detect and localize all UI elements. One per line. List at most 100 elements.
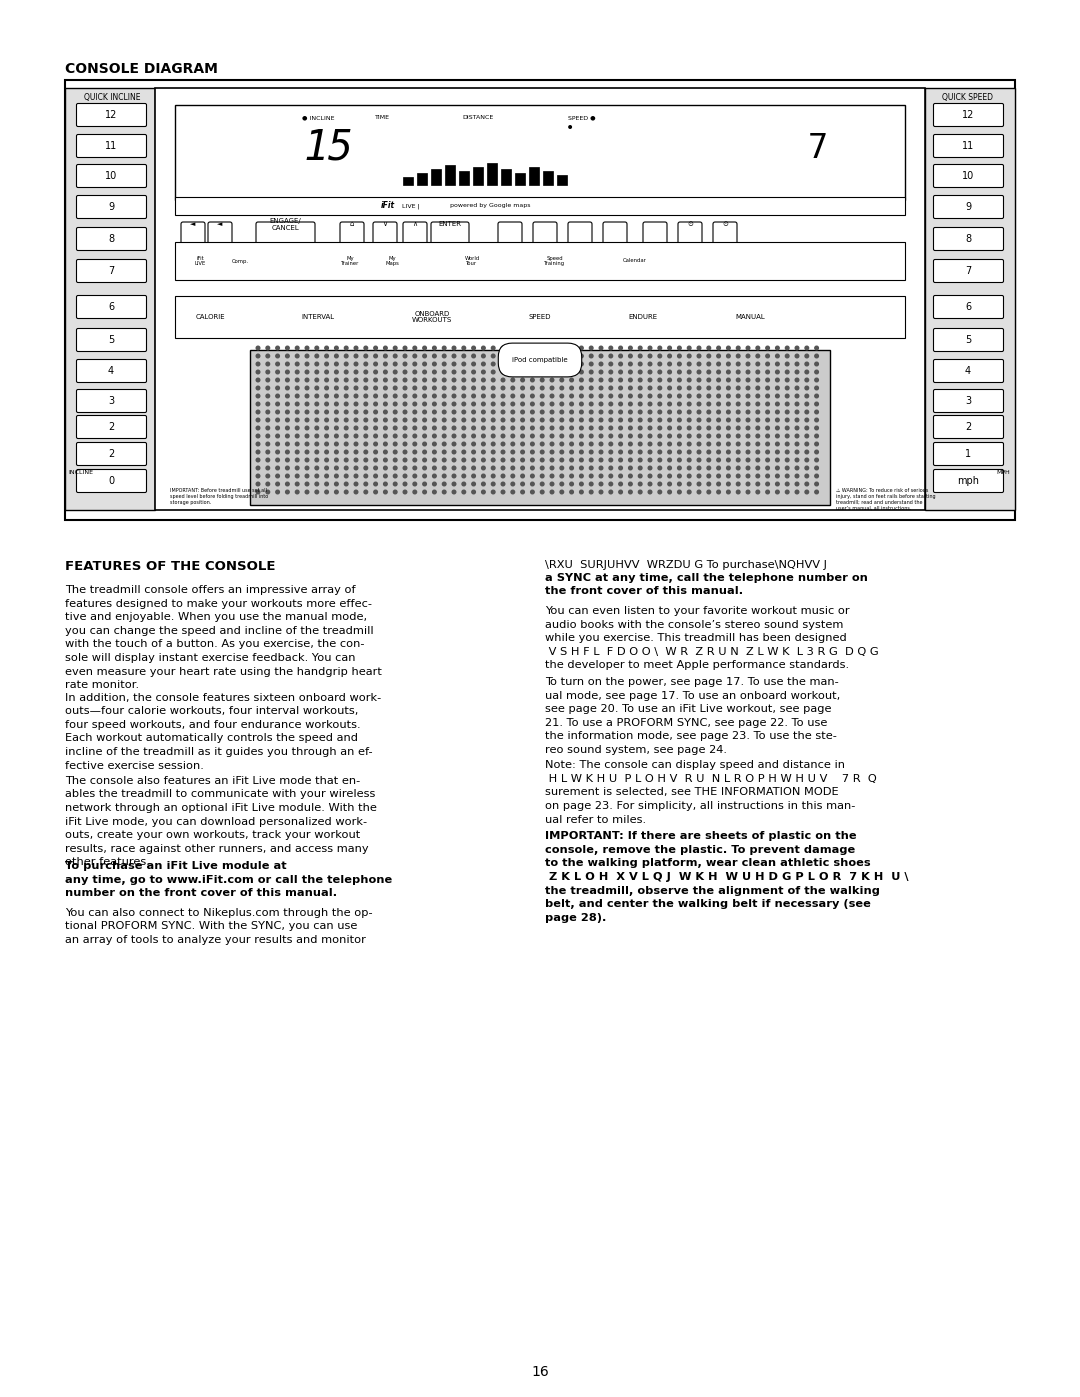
Circle shape [658,402,662,405]
Circle shape [775,467,779,469]
Circle shape [550,434,554,437]
Text: FEATURES OF THE CONSOLE: FEATURES OF THE CONSOLE [65,560,275,573]
Circle shape [433,474,436,478]
Text: LIVE |: LIVE | [400,203,421,208]
Circle shape [354,450,357,454]
Circle shape [325,370,328,374]
Text: 12: 12 [962,110,974,120]
Circle shape [746,346,750,349]
Circle shape [491,362,495,366]
Circle shape [472,402,475,405]
Circle shape [383,386,388,390]
Circle shape [805,355,809,358]
Circle shape [462,394,465,398]
Circle shape [599,426,603,430]
Text: To purchase an iFit Live module at
any time, go to www.iFit.com or call the tele: To purchase an iFit Live module at any t… [65,861,392,898]
Circle shape [775,450,779,454]
Text: MPH: MPH [996,469,1010,475]
Circle shape [727,443,730,446]
Circle shape [443,394,446,398]
Circle shape [619,482,622,486]
Circle shape [658,426,662,430]
Circle shape [296,426,299,430]
Text: My
Maps: My Maps [386,256,399,267]
Circle shape [374,474,377,478]
Circle shape [325,355,328,358]
Circle shape [814,386,819,390]
Circle shape [756,362,759,366]
Circle shape [345,355,348,358]
Circle shape [775,370,779,374]
Circle shape [403,402,407,405]
Circle shape [501,379,504,381]
Circle shape [805,411,809,414]
Circle shape [667,434,672,437]
Circle shape [756,355,759,358]
Circle shape [275,411,280,414]
Circle shape [530,402,535,405]
Circle shape [737,370,740,374]
Bar [249,351,831,504]
Circle shape [540,370,544,374]
Circle shape [814,346,819,349]
Circle shape [453,355,456,358]
Text: a SYNC at any time, call the telephone number on: a SYNC at any time, call the telephone n… [545,573,868,583]
Circle shape [433,458,436,462]
Circle shape [285,418,289,422]
Circle shape [472,386,475,390]
Circle shape [482,458,485,462]
Circle shape [374,418,377,422]
Circle shape [345,490,348,493]
Circle shape [785,458,789,462]
Circle shape [648,362,652,366]
Circle shape [422,474,427,478]
Circle shape [462,346,465,349]
Circle shape [638,450,642,454]
Bar [431,169,441,184]
Circle shape [433,394,436,398]
Circle shape [335,482,338,486]
Circle shape [354,411,357,414]
Circle shape [667,426,672,430]
Circle shape [638,458,642,462]
FancyBboxPatch shape [77,296,147,319]
Circle shape [687,450,691,454]
Circle shape [785,379,789,381]
Circle shape [580,418,583,422]
Circle shape [629,379,632,381]
Circle shape [717,426,720,430]
Circle shape [472,443,475,446]
Circle shape [462,434,465,437]
Circle shape [727,394,730,398]
Circle shape [814,355,819,358]
Circle shape [570,362,573,366]
Text: 2: 2 [108,422,114,432]
Circle shape [550,411,554,414]
Circle shape [785,411,789,414]
Circle shape [413,443,417,446]
Circle shape [256,418,260,422]
Circle shape [658,474,662,478]
Circle shape [453,458,456,462]
Circle shape [737,402,740,405]
Circle shape [393,450,397,454]
FancyBboxPatch shape [77,415,147,439]
Circle shape [256,482,260,486]
Circle shape [403,379,407,381]
Circle shape [422,346,427,349]
Circle shape [550,458,554,462]
Circle shape [413,418,417,422]
Circle shape [511,450,514,454]
Circle shape [707,411,711,414]
Circle shape [472,434,475,437]
Circle shape [677,426,681,430]
Circle shape [746,490,750,493]
Circle shape [746,379,750,381]
Circle shape [550,467,554,469]
Circle shape [785,386,789,390]
Circle shape [472,394,475,398]
Circle shape [687,394,691,398]
Circle shape [775,482,779,486]
Circle shape [737,379,740,381]
Circle shape [746,450,750,454]
